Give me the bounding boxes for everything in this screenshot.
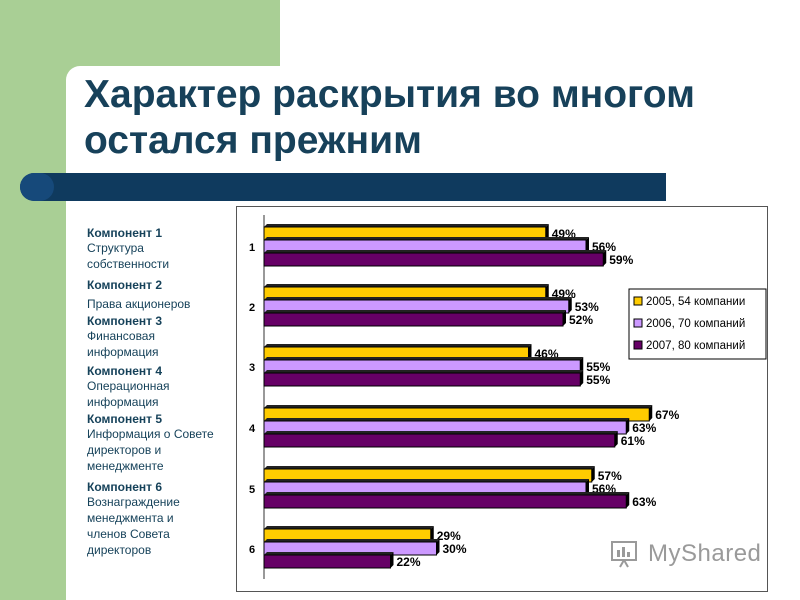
- bar-s3-c1: [263, 252, 604, 267]
- data-label-s3-c3: 55%: [586, 373, 610, 387]
- bar-side-s2-c1: [586, 237, 589, 253]
- component-description: Структура собственности: [87, 241, 170, 271]
- component-item-6: Компонент 6 Вознаграждение менеджмента и…: [87, 480, 199, 558]
- bar-top-s2-c2: [264, 297, 572, 300]
- background-green-strip: [0, 0, 66, 600]
- bar-top-s1-c3: [264, 344, 532, 347]
- data-label-s3-c6: 22%: [397, 555, 421, 569]
- category-label-6: 6: [249, 544, 255, 556]
- slide-title-line-1: Характер раскрытия во многом: [84, 73, 695, 116]
- bar-top-s3-c2: [264, 310, 566, 313]
- data-label-s1-c4: 67%: [655, 408, 679, 422]
- component-description: Финансовая информация: [87, 329, 159, 359]
- legend-label-2: 2006, 70 компаний: [646, 318, 745, 330]
- component-item-1: Компонент 1 Структура собственности: [87, 226, 197, 272]
- data-label-s3-c2: 52%: [569, 313, 593, 327]
- component-description: Информация о Совете директоров и менеджм…: [87, 427, 214, 473]
- bar-side-s1-c3: [528, 344, 532, 360]
- category-label-5: 5: [249, 484, 255, 496]
- legend-swatch-1: [633, 296, 643, 306]
- component-item-5: Компонент 5 Информация о Совете директор…: [87, 412, 215, 474]
- bar-chart: 149%56%59%249%53%52%346%55%55%467%63%61%…: [249, 215, 767, 579]
- bar-side-s1-c1: [545, 224, 549, 240]
- component-heading: Компонент 1: [87, 226, 163, 240]
- legend-label-1: 2005, 54 компании: [646, 296, 745, 308]
- bar-side-s2-c2: [568, 297, 572, 313]
- watermark: MyShared: [608, 536, 768, 572]
- bar-top-s1-c5: [264, 466, 595, 469]
- bar-top-s3-c6: [264, 552, 394, 555]
- title-divider-cap: [20, 173, 54, 201]
- bar-s3-c6: [263, 554, 391, 569]
- bar-side-s3-c5: [626, 492, 630, 508]
- legend-box: [628, 288, 767, 360]
- category-label-4: 4: [249, 423, 256, 435]
- component-item-3: Компонент 3 Финансовая информация: [87, 314, 187, 360]
- component-heading: Компонент 6: [87, 480, 163, 494]
- bar-top-s3-c4: [264, 431, 618, 434]
- bar-top-s2-c3: [264, 357, 584, 360]
- data-label-s2-c4: 63%: [632, 421, 656, 435]
- legend-swatch-2: [633, 318, 643, 328]
- category-label-1: 1: [249, 242, 255, 254]
- data-label-s2-c6: 30%: [443, 542, 467, 556]
- data-label-s1-c6: 29%: [437, 529, 461, 543]
- title-divider-bar: [20, 173, 666, 201]
- bar-side-s2-c5: [586, 479, 589, 495]
- bar-top-s3-c1: [264, 250, 607, 253]
- bar-top-s1-c4: [264, 405, 653, 408]
- slide-title-line-2: остался прежним: [84, 119, 422, 162]
- bar-top-s3-c3: [264, 370, 584, 373]
- component-heading: Компонент 4: [87, 364, 163, 378]
- bar-side-s1-c5: [591, 466, 595, 482]
- data-label-s2-c2: 53%: [575, 300, 599, 314]
- component-heading: Компонент 2: [87, 278, 163, 292]
- category-label-2: 2: [249, 302, 255, 314]
- data-label-s2-c3: 55%: [586, 360, 610, 374]
- bar-side-s1-c2: [545, 284, 549, 300]
- legend-swatch-3: [633, 340, 643, 350]
- data-label-s3-c4: 61%: [621, 434, 645, 448]
- legend-label-3: 2007, 80 компаний: [646, 340, 745, 352]
- bar-side-s1-c4: [649, 405, 653, 421]
- bar-top-s2-c4: [264, 418, 630, 421]
- component-heading: Компонент 3: [87, 314, 163, 328]
- bar-top-s1-c2: [264, 284, 549, 287]
- bar-s3-c4: [263, 433, 616, 448]
- bar-top-s1-c6: [264, 526, 434, 529]
- chart-frame: 1 49% 56% 59% 2 49% 53% 52% 3 46% 55% 55% 4 67% 63% 61%…: [236, 206, 768, 592]
- bar-side-s3-c6: [390, 552, 394, 568]
- component-description: Права акционеров: [87, 297, 191, 311]
- bar-top-s2-c6: [264, 539, 440, 542]
- bar-side-s3-c3: [580, 370, 584, 386]
- watermark-text: MyShared: [648, 540, 762, 567]
- bar-side-s3-c4: [614, 431, 618, 447]
- category-label-3: 3: [249, 362, 255, 374]
- component-heading: Компонент 5: [87, 412, 163, 426]
- data-label-s3-c1: 59%: [609, 253, 633, 267]
- component-description: Вознаграждение менеджмента и членов Сове…: [87, 495, 180, 557]
- bar-s3-c2: [263, 312, 564, 327]
- data-label-s3-c5: 63%: [632, 495, 656, 509]
- bar-side-s2-c6: [436, 539, 440, 555]
- bar-s3-c5: [263, 494, 627, 509]
- bar-s3-c3: [263, 372, 581, 387]
- bar-top-s2-c1: [264, 237, 589, 240]
- bar-side-s2-c4: [626, 418, 630, 434]
- bar-side-s2-c3: [580, 357, 584, 373]
- bar-top-s1-c1: [264, 224, 549, 227]
- data-label-s1-c5: 57%: [598, 469, 622, 483]
- slide-title: Характер раскрытия во многом остался пре…: [84, 72, 744, 164]
- bar-top-s2-c5: [264, 479, 589, 482]
- bar-side-s1-c6: [430, 526, 434, 542]
- bar-top-s3-c5: [264, 492, 630, 495]
- presentation-icon: [611, 541, 637, 568]
- bar-side-s3-c1: [603, 250, 607, 266]
- component-description: Операционная информация: [87, 379, 170, 409]
- component-item-4: Компонент 4 Операционная информация: [87, 364, 197, 410]
- bar-side-s3-c2: [563, 310, 566, 326]
- component-item-2: Компонент 2 Права акционеров: [87, 278, 190, 312]
